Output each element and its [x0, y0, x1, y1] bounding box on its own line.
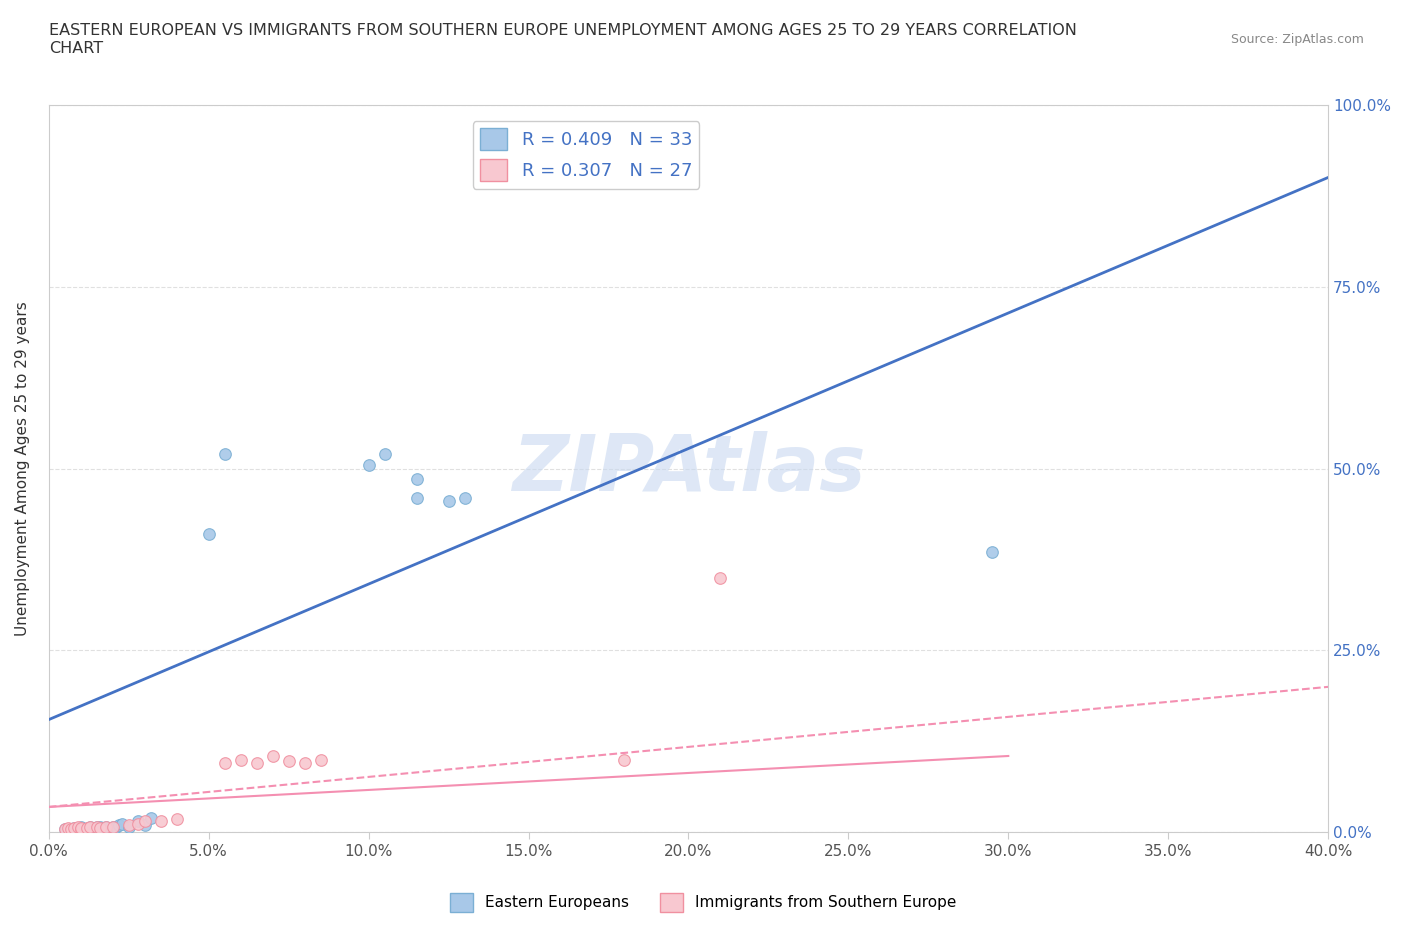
Point [357, 458, 380, 472]
Point [66, 820, 89, 835]
Point [60, 821, 83, 836]
Point [79, 820, 101, 835]
Point [89, 819, 111, 834]
Point [89, 820, 111, 835]
Point [139, 810, 162, 825]
Point [63, 820, 86, 835]
Point [101, 819, 124, 834]
Point [108, 817, 131, 832]
Point [166, 812, 188, 827]
Point [91, 820, 114, 835]
Point [405, 472, 427, 487]
Point [60, 821, 83, 836]
Point [709, 570, 731, 585]
Point [229, 752, 252, 767]
Point [86, 820, 108, 835]
Point [405, 490, 427, 505]
Point [453, 490, 475, 505]
Point [96, 820, 118, 835]
Point [111, 817, 134, 831]
Point [96, 820, 118, 835]
Point [96, 820, 118, 835]
Text: ZIPAtlas: ZIPAtlas [512, 431, 865, 507]
Point [374, 446, 396, 461]
Point [76, 821, 98, 836]
Point [262, 749, 284, 764]
Point [981, 545, 1004, 560]
Legend: Eastern Europeans, Immigrants from Southern Europe: Eastern Europeans, Immigrants from South… [444, 887, 962, 918]
Point [104, 819, 127, 834]
Point [53, 821, 76, 836]
Point [63, 820, 86, 835]
Point [246, 756, 269, 771]
Text: Source: ZipAtlas.com: Source: ZipAtlas.com [1230, 33, 1364, 46]
Point [69, 819, 91, 834]
Point [69, 820, 91, 835]
Point [101, 820, 124, 835]
Point [214, 446, 236, 461]
Point [118, 819, 141, 834]
Point [69, 821, 91, 836]
Point [79, 820, 101, 835]
Point [56, 820, 79, 835]
Point [134, 814, 156, 829]
Text: EASTERN EUROPEAN VS IMMIGRANTS FROM SOUTHERN EUROPE UNEMPLOYMENT AMONG AGES 25 T: EASTERN EUROPEAN VS IMMIGRANTS FROM SOUT… [49, 23, 1077, 56]
Point [309, 752, 332, 767]
Point [53, 821, 76, 836]
Point [197, 526, 219, 541]
Point [83, 821, 105, 836]
Point [69, 820, 91, 835]
Legend: R = 0.409   N = 33, R = 0.307   N = 27: R = 0.409 N = 33, R = 0.307 N = 27 [472, 121, 699, 189]
Point [277, 753, 299, 768]
Point [86, 820, 108, 835]
Y-axis label: Unemployment Among Ages 25 to 29 years: Unemployment Among Ages 25 to 29 years [15, 301, 30, 636]
Point [437, 494, 460, 509]
Point [134, 817, 156, 832]
Point [76, 820, 98, 835]
Point [127, 814, 149, 829]
Point [613, 752, 636, 767]
Point [214, 756, 236, 771]
Point [69, 821, 91, 836]
Point [79, 820, 101, 835]
Point [86, 819, 108, 834]
Point [149, 814, 172, 829]
Point [127, 817, 149, 831]
Point [294, 756, 316, 771]
Point [118, 817, 141, 832]
